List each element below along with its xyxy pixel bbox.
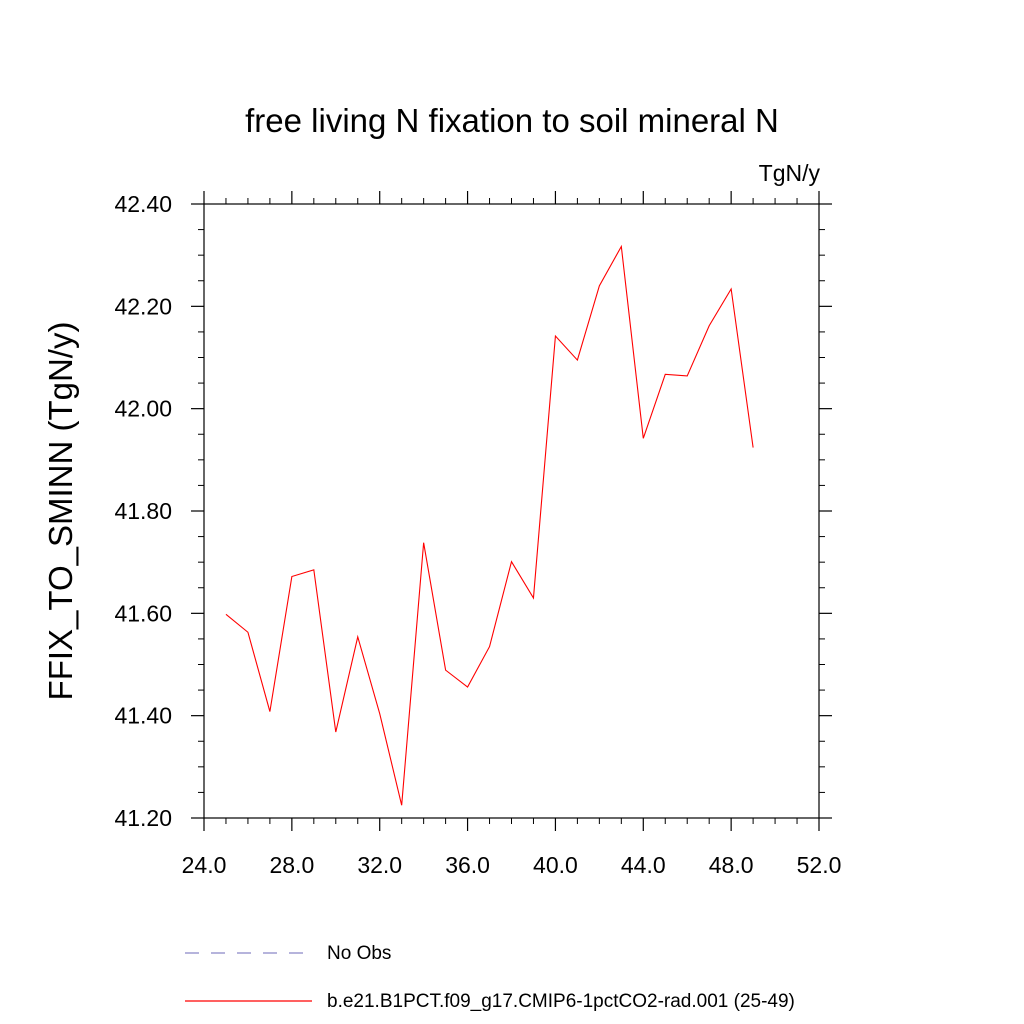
x-tick-label: 52.0 [797, 852, 842, 878]
legend-label-no-obs: No Obs [327, 943, 391, 964]
y-tick-label: 42.20 [114, 293, 172, 319]
y-tick-label: 41.20 [114, 805, 172, 831]
x-tick-label: 40.0 [533, 852, 578, 878]
y-tick-label: 41.80 [114, 498, 172, 524]
x-tick-label: 44.0 [621, 852, 666, 878]
x-tick-label: 24.0 [182, 852, 227, 878]
x-tick-label: 28.0 [269, 852, 314, 878]
axis-tick-labels: 24.0 28.0 32.0 36.0 40.0 44.0 48.0 52.0 41.20 41.… [114, 191, 841, 878]
y-tick-label: 42.00 [114, 396, 172, 422]
legend: No Obs b.e21.B1PCT.f09_g17.CMIP6-1pctCO2… [185, 943, 795, 1012]
axis-ticks [191, 191, 832, 831]
x-tick-label: 48.0 [709, 852, 754, 878]
chart-title: free living N fixation to soil mineral N [245, 102, 779, 139]
x-tick-label: 32.0 [357, 852, 402, 878]
y-tick-label: 41.60 [114, 600, 172, 626]
legend-label-model: b.e21.B1PCT.f09_g17.CMIP6-1pctCO2-rad.00… [327, 991, 795, 1012]
y-axis-label: FFIX_TO_SMINN (TgN/y) [42, 322, 79, 701]
x-tick-label: 36.0 [445, 852, 490, 878]
y-tick-label: 41.40 [114, 703, 172, 729]
series-layer [225, 244, 754, 806]
series-line [225, 244, 754, 806]
units-label: TgN/y [759, 160, 821, 186]
y-tick-label: 42.40 [114, 191, 172, 217]
